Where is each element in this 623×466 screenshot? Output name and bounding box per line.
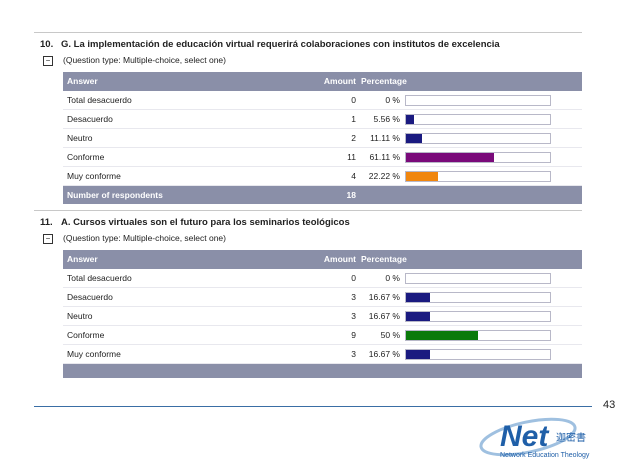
table-row: Desacuerdo 3 16.67 % bbox=[63, 288, 582, 307]
percentage-bar bbox=[405, 330, 551, 341]
table-row: Muy conforme 3 16.67 % bbox=[63, 345, 582, 364]
question-10-block: 10. G. La implementación de educación vir… bbox=[34, 32, 582, 204]
collapse-toggle-icon[interactable]: − bbox=[43, 56, 53, 66]
percentage-bar bbox=[405, 292, 551, 303]
logo-swoosh bbox=[479, 417, 577, 457]
percentage-bar bbox=[405, 114, 551, 125]
percentage-bar-fill bbox=[406, 134, 422, 143]
amount-cell: 11 bbox=[347, 152, 356, 162]
top-divider bbox=[34, 210, 582, 211]
logo-word: Net bbox=[500, 420, 550, 453]
question-text: A. Cursos virtuales son el futuro para l… bbox=[61, 217, 350, 228]
percentage-bar-fill bbox=[406, 153, 494, 162]
amount-cell: 2 bbox=[351, 133, 356, 143]
answer-cell: Muy conforme bbox=[67, 171, 121, 181]
question-number: 10. bbox=[40, 39, 54, 50]
net-logo: Net 迦密書 Network Education Theology bbox=[479, 417, 590, 459]
percentage-cell: 16.67 % bbox=[368, 311, 400, 321]
answer-cell: Conforme bbox=[67, 330, 105, 340]
table-row: Neutro 3 16.67 % bbox=[63, 307, 582, 326]
question-number: 11. bbox=[40, 217, 53, 228]
answer-cell: Conforme bbox=[67, 152, 105, 162]
answer-cell: Total desacuerdo bbox=[67, 95, 132, 105]
collapse-toggle-icon[interactable]: − bbox=[43, 234, 53, 244]
answer-cell: Neutro bbox=[67, 133, 93, 143]
logo-glyphs: 迦密書 bbox=[556, 431, 586, 444]
percentage-cell: 11.11 % bbox=[370, 133, 400, 143]
amount-cell: 9 bbox=[351, 330, 356, 340]
results-table: Answer Amount Percentage Total desacuerd… bbox=[63, 250, 582, 378]
answer-cell: Neutro bbox=[67, 311, 93, 321]
question-11-block: 11. A. Cursos virtuales son el futuro par… bbox=[34, 210, 582, 378]
question-type-label: (Question type: Multiple-choice, select … bbox=[63, 233, 226, 243]
table-row: Muy conforme 4 22.22 % bbox=[63, 167, 582, 186]
percentage-bar-fill bbox=[406, 331, 478, 340]
question-type-label: (Question type: Multiple-choice, select … bbox=[63, 55, 226, 65]
percentage-cell: 16.67 % bbox=[368, 349, 400, 359]
amount-cell: 3 bbox=[351, 292, 356, 302]
header-amount: Amount bbox=[323, 76, 356, 86]
question-text: G. La implementación de educación virtua… bbox=[61, 39, 500, 50]
table-header: Answer Amount Percentage bbox=[63, 72, 582, 91]
percentage-bar bbox=[405, 349, 551, 360]
percentage-bar bbox=[405, 95, 551, 106]
header-answer: Answer bbox=[67, 254, 98, 264]
percentage-bar-fill bbox=[406, 293, 430, 302]
amount-cell: 0 bbox=[351, 273, 356, 283]
percentage-bar bbox=[405, 152, 551, 163]
header-answer: Answer bbox=[67, 76, 98, 86]
respondents-label: Number of respondents bbox=[67, 190, 163, 200]
table-row: Neutro 2 11.11 % bbox=[63, 129, 582, 148]
percentage-bar-fill bbox=[406, 312, 430, 321]
table-row: Conforme 11 61.11 % bbox=[63, 148, 582, 167]
percentage-cell: 61.11 % bbox=[369, 152, 400, 162]
percentage-bar-fill bbox=[406, 115, 414, 124]
amount-cell: 0 bbox=[351, 95, 356, 105]
table-footer: Number of respondents 18 bbox=[63, 186, 582, 204]
answer-cell: Desacuerdo bbox=[67, 114, 113, 124]
page-number: 43 bbox=[603, 399, 616, 411]
table-row: Conforme 9 50 % bbox=[63, 326, 582, 345]
amount-cell: 3 bbox=[351, 349, 356, 359]
footer-divider bbox=[34, 406, 592, 407]
percentage-bar bbox=[405, 311, 551, 322]
question-title: 11. A. Cursos virtuales son el futuro par… bbox=[40, 217, 350, 228]
percentage-bar bbox=[405, 273, 551, 284]
percentage-cell: 5.56 % bbox=[373, 114, 400, 124]
table-row: Desacuerdo 1 5.56 % bbox=[63, 110, 582, 129]
question-title: 10. G. La implementación de educación vir… bbox=[40, 39, 500, 50]
table-row: Total desacuerdo 0 0 % bbox=[63, 269, 582, 288]
respondents-count: 18 bbox=[346, 190, 356, 200]
table-row: Total desacuerdo 0 0 % bbox=[63, 91, 582, 110]
header-percentage: Percentage bbox=[361, 254, 407, 264]
results-table: Answer Amount Percentage Total desacuerd… bbox=[63, 72, 582, 204]
percentage-bar-fill bbox=[406, 172, 438, 181]
percentage-cell: 16.67 % bbox=[368, 292, 400, 302]
amount-cell: 4 bbox=[351, 171, 356, 181]
percentage-bar-fill bbox=[406, 350, 430, 359]
answer-cell: Muy conforme bbox=[67, 349, 121, 359]
percentage-cell: 0 % bbox=[385, 95, 400, 105]
header-percentage: Percentage bbox=[361, 76, 407, 86]
table-header: Answer Amount Percentage bbox=[63, 250, 582, 269]
percentage-cell: 0 % bbox=[385, 273, 400, 283]
answer-cell: Desacuerdo bbox=[67, 292, 113, 302]
table-footer bbox=[63, 364, 582, 378]
percentage-cell: 22.22 % bbox=[368, 171, 400, 181]
percentage-bar bbox=[405, 171, 551, 182]
amount-cell: 1 bbox=[351, 114, 356, 124]
answer-cell: Total desacuerdo bbox=[67, 273, 132, 283]
percentage-bar bbox=[405, 133, 551, 144]
header-amount: Amount bbox=[323, 254, 356, 264]
logo-tagline: Network Education Theology bbox=[500, 452, 590, 459]
top-divider bbox=[34, 32, 582, 33]
percentage-cell: 50 % bbox=[380, 330, 400, 340]
amount-cell: 3 bbox=[351, 311, 356, 321]
